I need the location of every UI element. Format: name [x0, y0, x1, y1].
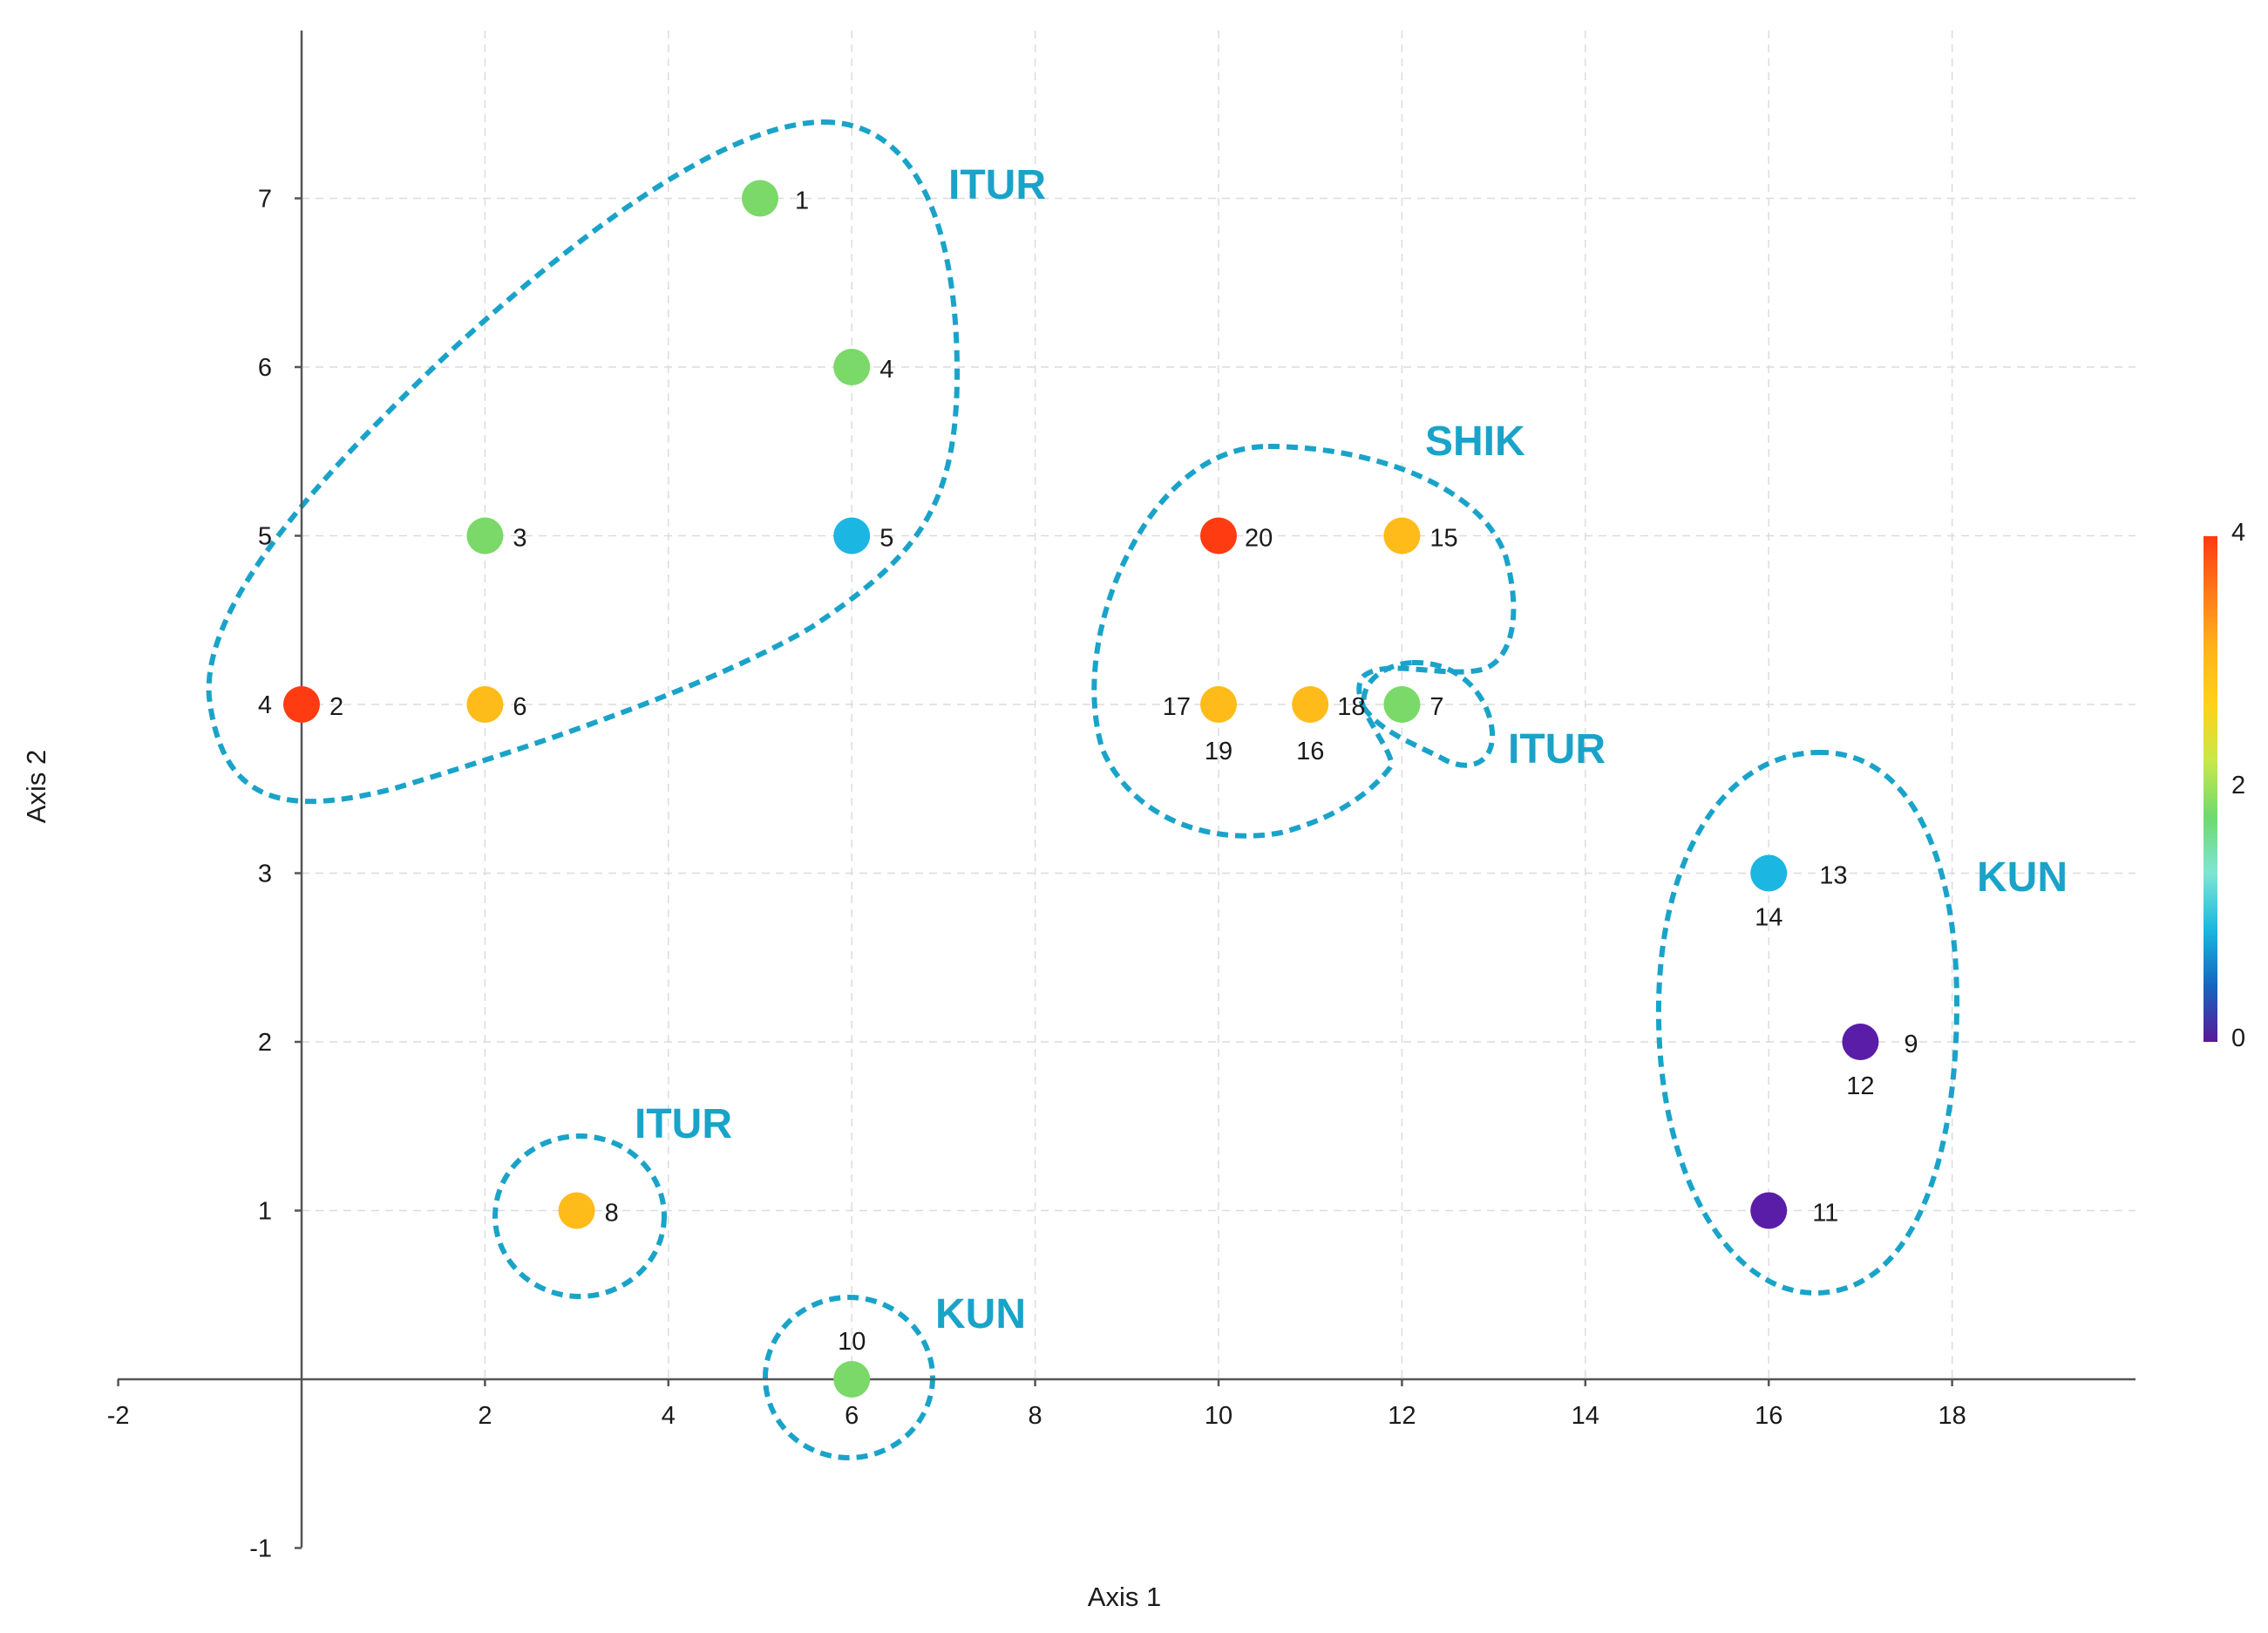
point-label-17: 17 [1163, 693, 1191, 721]
colorbar: 4 2 0 [2203, 519, 2245, 1052]
cluster-label-kun-large: KUN [1977, 854, 2068, 901]
colorbar-max-label: 4 [2231, 519, 2245, 547]
axes [118, 31, 2136, 1548]
x-axis-title: Axis 1 [1088, 1582, 1161, 1612]
y-tick-label: 1 [258, 1198, 272, 1226]
cluster-outline-kun-large [1655, 749, 1960, 1296]
point-label-4: 4 [879, 356, 893, 384]
x-tick-label: 16 [1755, 1402, 1782, 1430]
cluster-label-shik: SHIK [1425, 418, 1525, 465]
y-tick-label: 7 [258, 186, 272, 214]
y-tick-label: 5 [258, 523, 272, 551]
point-label-10: 10 [838, 1328, 866, 1356]
data-point-11 [1750, 1192, 1788, 1229]
cluster-outline-shik [1091, 443, 1517, 839]
point-label-15: 15 [1429, 525, 1457, 553]
y-tick-label: 2 [258, 1029, 272, 1057]
data-point-2 [283, 686, 320, 723]
point-label-1: 1 [795, 187, 809, 215]
y-tick-label: 3 [258, 861, 272, 888]
y-tick-label: -1 [249, 1535, 272, 1563]
data-point-5 [833, 517, 871, 555]
cluster-outline-itur-large [206, 119, 961, 805]
data-point-9 [1842, 1024, 1879, 1060]
y-tick-label: 4 [258, 691, 272, 719]
data-point-1 [742, 180, 778, 217]
x-tick-label: 4 [662, 1402, 676, 1430]
data-point-10 [833, 1361, 871, 1398]
point-label-9: 9 [1904, 1031, 1918, 1058]
point-label-16: 16 [1296, 738, 1324, 765]
y-axis-title: Axis 2 [21, 750, 51, 823]
point-label-12: 12 [1846, 1072, 1874, 1100]
cluster-label-itur-large: ITUR [948, 162, 1046, 208]
colorbar-mid-label: 2 [2231, 772, 2245, 799]
data-point-20 [1200, 517, 1237, 555]
data-point-3 [466, 517, 504, 555]
point-label-20: 20 [1245, 525, 1273, 553]
point-label-2: 2 [329, 693, 343, 721]
point-label-14: 14 [1755, 904, 1782, 932]
data-point-16 [1292, 686, 1329, 723]
data-point-6 [466, 686, 504, 723]
cluster-outline-kun-point10 [763, 1295, 935, 1460]
point-label-5: 5 [879, 525, 893, 553]
cluster-outline-itur-point8 [492, 1133, 667, 1299]
point-label-18: 18 [1337, 693, 1365, 721]
cluster-labels: ITUR SHIK ITUR KUN ITUR KUN [635, 162, 2068, 1337]
data-points [283, 180, 1879, 1398]
data-point-4 [833, 349, 871, 385]
data-point-13 [1750, 854, 1788, 892]
point-label-7: 7 [1429, 693, 1443, 721]
x-tick-label: 18 [1938, 1402, 1966, 1430]
point-label-8: 8 [605, 1200, 619, 1228]
data-point-8 [558, 1192, 595, 1229]
data-point-7 [1383, 686, 1421, 723]
cluster-label-itur-point8: ITUR [635, 1101, 732, 1147]
data-point-15 [1383, 517, 1421, 555]
x-tick-label: 8 [1029, 1402, 1042, 1430]
point-label-6: 6 [513, 693, 526, 721]
y-tick-label: 6 [258, 354, 272, 382]
x-tick-labels: -2 2 4 6 8 10 12 14 16 18 [107, 1379, 1966, 1430]
x-tick-label: 10 [1205, 1402, 1232, 1430]
y-tick-labels: 7 6 5 4 3 2 1 -1 [249, 186, 302, 1563]
x-tick-label: -2 [107, 1402, 130, 1430]
x-tick-label: 12 [1388, 1402, 1416, 1430]
x-tick-label: 6 [845, 1402, 859, 1430]
cluster-label-itur-small: ITUR [1508, 726, 1606, 772]
x-tick-label: 14 [1572, 1402, 1599, 1430]
colorbar-min-label: 0 [2231, 1024, 2245, 1052]
point-label-3: 3 [513, 525, 526, 553]
cluster-outlines [206, 119, 1960, 1460]
point-label-13: 13 [1819, 862, 1847, 890]
data-point-17 [1200, 686, 1237, 723]
x-tick-label: 2 [478, 1402, 492, 1430]
colorbar-gradient [2203, 536, 2217, 1042]
point-label-11: 11 [1812, 1200, 1838, 1228]
cluster-label-kun-point10: KUN [935, 1291, 1026, 1337]
cluster-outline-itur-small [1361, 659, 1496, 768]
point-label-19: 19 [1205, 738, 1232, 765]
